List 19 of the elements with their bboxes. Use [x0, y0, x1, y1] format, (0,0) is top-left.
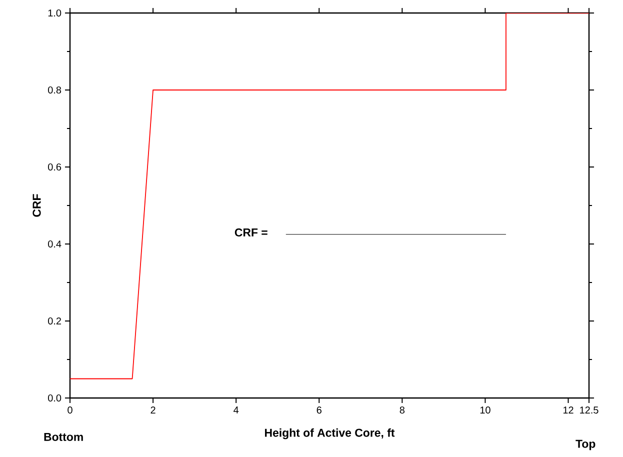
- text: Bottom: [44, 433, 83, 441]
- y-tick-label: 1.0: [48, 9, 62, 17]
- y-tick-label: 0.0: [48, 394, 62, 402]
- x-tick-label: 12.5: [580, 406, 598, 414]
- x-tick-label: 8: [400, 406, 405, 414]
- y-tick-label: 0.6: [48, 163, 62, 171]
- y-tick-label: 0.8: [48, 86, 62, 94]
- x-tick-label: 0: [68, 406, 72, 414]
- text: Top: [576, 440, 596, 450]
- x-tick-label: 12: [563, 406, 574, 414]
- x-tick-label: 4: [234, 406, 239, 414]
- y-tick-label: 0.4: [48, 240, 62, 248]
- x-axis-title: Height of Active Core, ft: [265, 428, 395, 440]
- y-tick-label: 0.2: [48, 317, 61, 325]
- x-tick-label: 10: [480, 406, 490, 414]
- x-tick-label: 6: [316, 406, 322, 414]
- x-tick-label: 2: [150, 406, 156, 414]
- annotation: CRF =: [234, 228, 268, 236]
- y-axis-title: CRF: [32, 194, 41, 217]
